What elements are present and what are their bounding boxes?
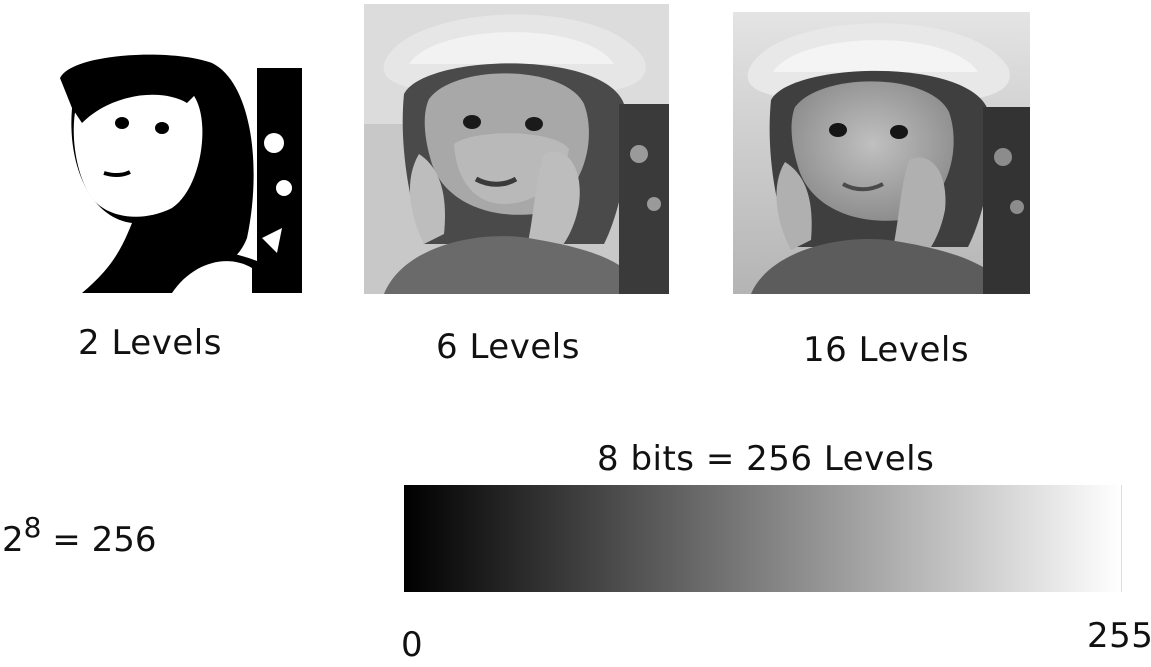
formula-result: = 256 — [41, 520, 157, 560]
formula-exponent: 8 — [23, 511, 42, 544]
gradient-max-label: 255 — [1087, 616, 1151, 656]
gradient-title: 8 bits = 256 Levels — [597, 439, 935, 479]
label-2-levels: 2 Levels — [78, 323, 222, 363]
gradient-min-label: 0 — [401, 625, 424, 665]
label-6-levels: 6 Levels — [436, 327, 580, 367]
label-16-levels: 16 Levels — [803, 330, 970, 370]
girl-with-hat-6-level-image — [364, 4, 669, 294]
girl-with-hat-16-level-image — [733, 12, 1030, 294]
image-16-levels — [733, 12, 1030, 294]
grayscale-gradient-bar — [404, 485, 1122, 592]
power-formula: 28 = 256 — [2, 514, 157, 560]
image-6-levels — [364, 4, 669, 294]
formula-base: 2 — [2, 520, 24, 560]
image-2-levels — [52, 48, 302, 293]
girl-with-hat-2-level-image — [52, 48, 302, 293]
